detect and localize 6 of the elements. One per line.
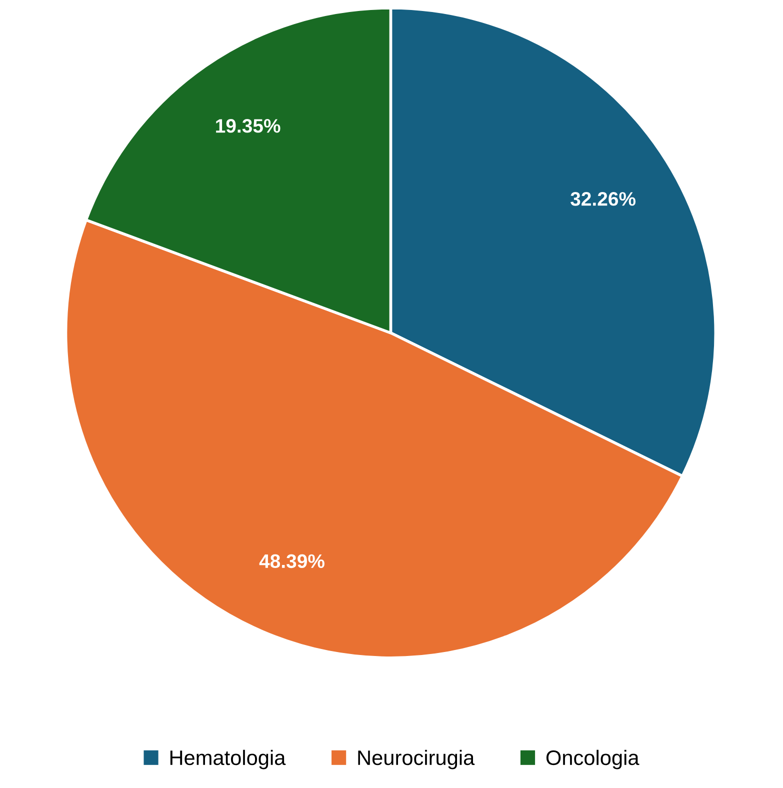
legend-label: Neurocirugia <box>358 750 475 770</box>
data-label: 32.26% <box>570 192 636 206</box>
legend-label: Hematologia <box>170 750 286 770</box>
data-label: 48.39% <box>259 554 324 568</box>
legend-label: Oncologia <box>546 750 640 770</box>
data-label: 19.35% <box>216 118 280 133</box>
